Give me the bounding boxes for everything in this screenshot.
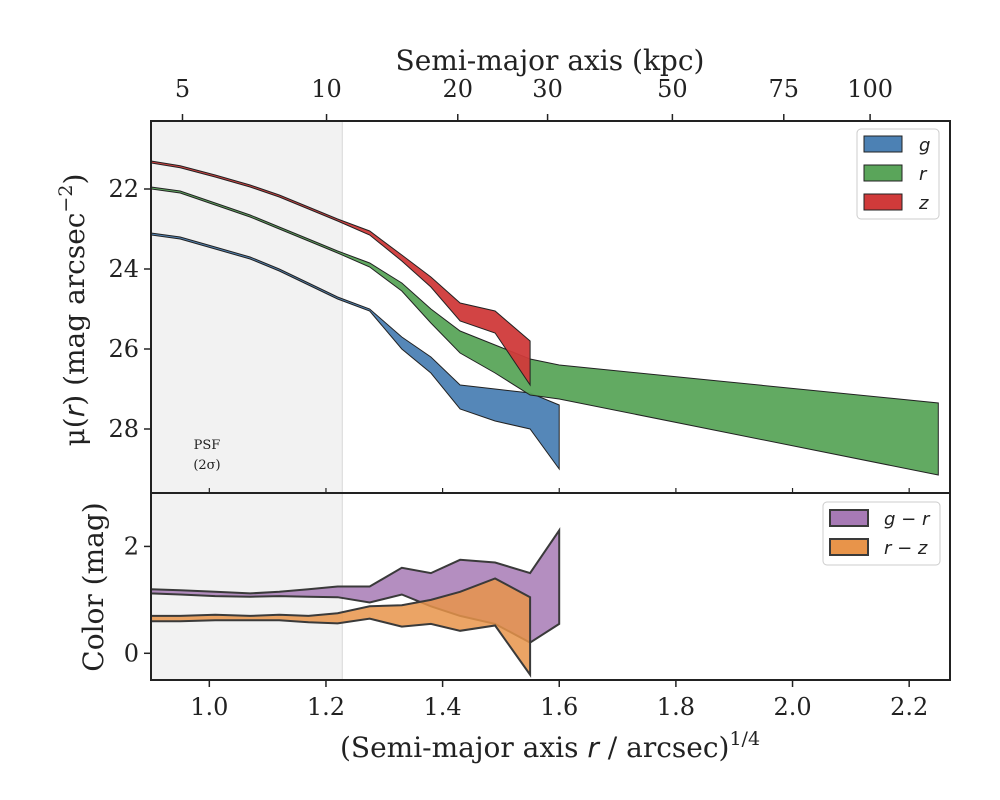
legend-label-r-z: r − z (884, 538, 928, 559)
psf-shade-top (151, 121, 343, 493)
x-tick-label: 1.4 (424, 693, 462, 721)
band-z (150, 160, 531, 387)
color-axes-frame (150, 492, 951, 681)
x-tick-label: 1.6 (540, 693, 578, 721)
x-tick-label: 1.2 (307, 693, 345, 721)
legend-swatch-g-r (829, 509, 869, 527)
color-y-tick-label: 2 (124, 532, 139, 560)
psf-sigma-label: (2σ) (193, 458, 220, 473)
legend-swatch-r (863, 164, 903, 182)
profile-bands (150, 160, 939, 476)
band-g (150, 232, 560, 471)
legend-label-g-r: g − r (884, 509, 931, 530)
legend-label-g: g (919, 135, 930, 156)
top-tick-label: 10 (311, 75, 342, 103)
axis-ticks: 1.0 1.2 1.4 1.6 1.8 2.0 2.25 10 20 30 50 75 10022242… (108, 75, 928, 721)
y-tick-label: 28 (108, 415, 139, 443)
color-y-axis-label: Color (mag) (77, 502, 110, 671)
x-tick-label: 2.2 (890, 693, 928, 721)
top-tick-label: 75 (769, 75, 800, 103)
color-legend: g − r r − z (822, 501, 941, 566)
color-y-tick-label: 0 (124, 639, 139, 667)
band-r-z (150, 577, 532, 678)
legend-swatch-z (863, 193, 903, 211)
y-tick-label: 26 (108, 335, 139, 363)
psf-label: PSF (194, 438, 221, 453)
legend-label-r: r (919, 164, 928, 185)
color-bands (150, 527, 561, 678)
top-tick-label: 50 (657, 75, 688, 103)
legend-swatch-r-z (829, 538, 869, 556)
legend-label-z: z (918, 193, 929, 214)
top-tick-label: 30 (532, 75, 563, 103)
top-tick-label: 100 (847, 75, 893, 103)
legend-swatch-g (863, 135, 903, 153)
x-tick-label: 1.0 (190, 693, 228, 721)
band-r (150, 186, 939, 476)
y-tick-label: 24 (108, 255, 139, 283)
y-tick-label: 22 (108, 175, 139, 203)
top-tick-label: 5 (175, 75, 190, 103)
x-axis-label: (Semi-major axis r / arcsec)1/4 (340, 728, 760, 764)
profile-legend: grz (856, 128, 940, 220)
top-tick-label: 20 (442, 75, 473, 103)
psf-shade-bottom (151, 493, 343, 680)
profile-y-axis-label: μ(r) (mag arcsec−2) (55, 174, 91, 447)
x-tick-label: 1.8 (657, 693, 695, 721)
x-tick-label: 2.0 (773, 693, 811, 721)
top-axis-label: Semi-major axis (kpc) (396, 44, 705, 77)
